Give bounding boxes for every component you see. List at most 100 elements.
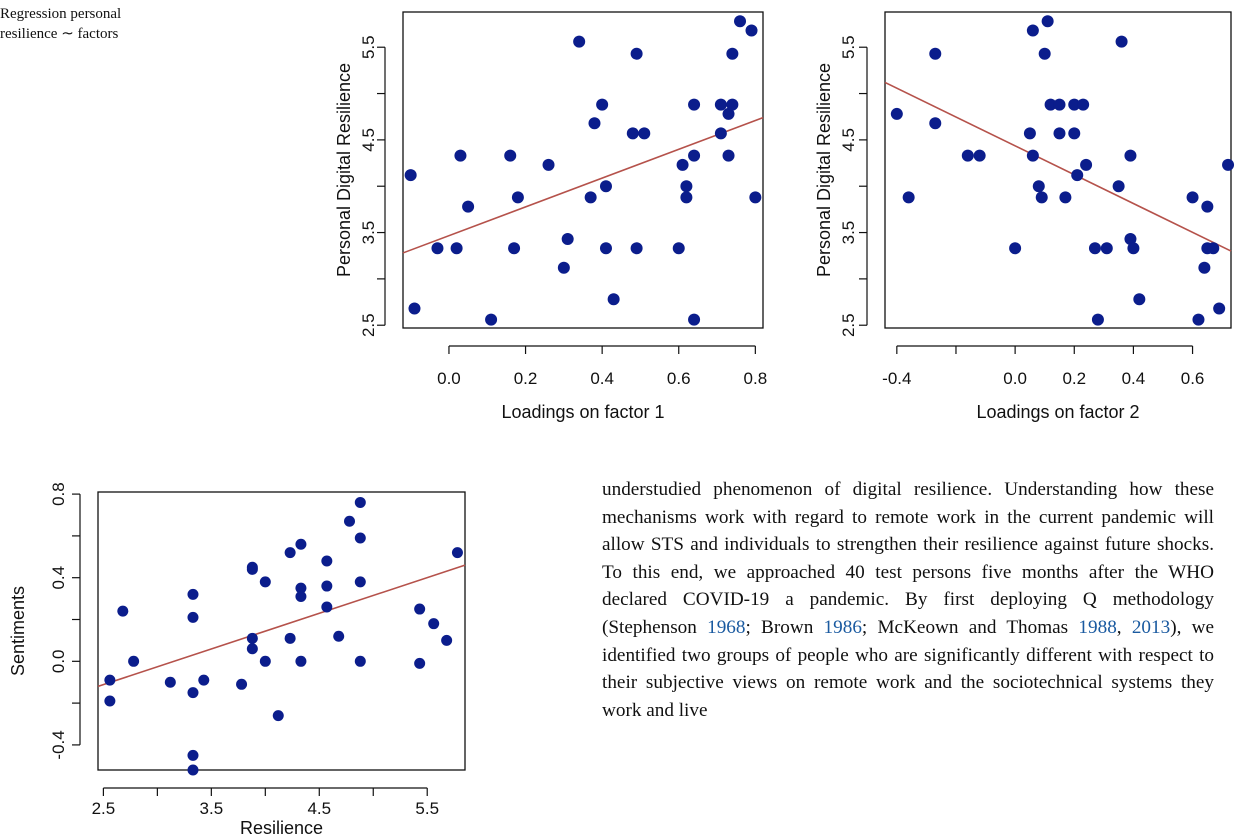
- data-point: [284, 547, 296, 559]
- paragraph-text: understudied phenomenon of digital resil…: [602, 476, 1214, 724]
- y-tick-label: 4.5: [839, 128, 858, 152]
- x-tick-label: -0.4: [882, 369, 911, 388]
- plot-frame: [97, 491, 466, 771]
- data-point: [321, 601, 333, 613]
- data-point: [638, 127, 651, 140]
- text-run: ; Brown: [745, 616, 824, 638]
- x-tick-label: 0.0: [437, 369, 461, 388]
- data-point: [354, 576, 366, 588]
- data-point: [295, 591, 307, 603]
- data-point: [1124, 149, 1137, 162]
- data-point: [1023, 127, 1036, 140]
- x-tick-label: 0.2: [1062, 369, 1086, 388]
- data-point: [128, 655, 140, 667]
- data-point: [333, 630, 345, 642]
- y-tick-label: 5.5: [359, 35, 378, 59]
- data-point: [321, 580, 333, 592]
- data-point: [688, 313, 701, 326]
- y-tick-label: 3.5: [839, 221, 858, 245]
- data-point: [1115, 35, 1128, 48]
- data-point: [198, 674, 210, 686]
- citation-link[interactable]: 1986: [823, 616, 862, 638]
- data-point: [973, 149, 986, 162]
- y-tick-label: 5.5: [839, 35, 858, 59]
- data-point: [1201, 200, 1214, 213]
- data-point: [561, 233, 574, 246]
- data-point: [1026, 24, 1039, 37]
- scatter-plot-factor2: -0.4 0.0 0.2 0.4 0.6 2.5 3.5 4.5 5.5 Loadings on …: [814, 11, 1235, 422]
- data-point: [573, 35, 586, 48]
- data-point: [599, 180, 612, 193]
- data-point: [726, 47, 739, 60]
- data-point: [929, 117, 942, 130]
- data-point: [676, 158, 689, 171]
- data-point: [1124, 233, 1137, 246]
- x-tick-label: 0.4: [1122, 369, 1146, 388]
- data-point: [441, 634, 453, 646]
- y-tick-label: 0.0: [49, 649, 68, 673]
- figure-caption: Regression personal resilience ∼ factors: [0, 4, 200, 44]
- data-point: [890, 107, 903, 120]
- citation-link[interactable]: 1968: [707, 616, 746, 638]
- data-point: [404, 169, 417, 182]
- data-point: [1186, 191, 1199, 204]
- data-point: [428, 618, 440, 630]
- x-tick-label: 0.4: [590, 369, 614, 388]
- data-point: [511, 191, 524, 204]
- data-point: [104, 695, 116, 707]
- data-point: [246, 632, 258, 644]
- x-tick-label: 5.5: [415, 799, 439, 818]
- data-point: [485, 313, 498, 326]
- data-point: [451, 547, 463, 559]
- data-point: [726, 98, 739, 111]
- data-point: [236, 678, 248, 690]
- data-point: [1026, 149, 1039, 162]
- data-point: [1077, 98, 1090, 111]
- data-point: [1222, 158, 1235, 171]
- y-tick-label: 2.5: [839, 313, 858, 337]
- scatter-plot-factor1: 0.0 0.2 0.4 0.6 0.8 2.5 3.5 4.5 5.5 Loadings on f…: [334, 11, 767, 422]
- x-axis-label: Resilience: [240, 818, 323, 838]
- data-point: [1009, 242, 1022, 255]
- data-point: [722, 107, 735, 120]
- data-point: [295, 538, 307, 550]
- text-run: ), we identified two groups of people wh…: [602, 616, 1215, 721]
- x-axis-label: Loadings on factor 2: [976, 402, 1139, 422]
- data-point: [1071, 169, 1084, 182]
- data-point: [688, 98, 701, 111]
- x-axis-label: Loadings on factor 1: [501, 402, 664, 422]
- data-point: [1032, 180, 1045, 193]
- citation-link[interactable]: 1988: [1078, 616, 1117, 638]
- data-point: [672, 242, 685, 255]
- data-point: [187, 764, 199, 776]
- y-axis-label: Sentiments: [8, 586, 28, 676]
- data-point: [1127, 242, 1140, 255]
- caption-line: resilience ∼ factors: [0, 26, 119, 42]
- y-tick-label: 3.5: [359, 221, 378, 245]
- data-point: [680, 180, 693, 193]
- data-point: [1207, 242, 1220, 255]
- data-point: [1068, 127, 1081, 140]
- data-point: [104, 674, 116, 686]
- data-point: [607, 293, 620, 306]
- citation-link[interactable]: 2013: [1131, 616, 1171, 638]
- x-tick-label: 0.2: [514, 369, 538, 388]
- data-point: [557, 261, 570, 274]
- x-tick-label: 4.5: [307, 799, 331, 818]
- data-point: [722, 149, 735, 162]
- data-point: [1038, 47, 1051, 60]
- y-tick-label: -0.4: [49, 730, 68, 759]
- x-tick-label: 0.6: [667, 369, 691, 388]
- y-tick-label: 0.4: [49, 566, 68, 590]
- data-point: [187, 687, 199, 699]
- data-point: [1112, 180, 1125, 193]
- data-point: [588, 117, 601, 130]
- data-point: [187, 588, 199, 600]
- text-run: understudied phenomenon of digital resil…: [602, 479, 1214, 638]
- y-tick-label: 4.5: [359, 128, 378, 152]
- data-point: [1088, 242, 1101, 255]
- body-paragraph: understudied phenomenon of digital resil…: [602, 476, 1214, 724]
- data-point: [414, 603, 426, 615]
- y-tick-label: 0.8: [49, 482, 68, 506]
- y-axis-label: Personal Digital Resilience: [334, 63, 354, 277]
